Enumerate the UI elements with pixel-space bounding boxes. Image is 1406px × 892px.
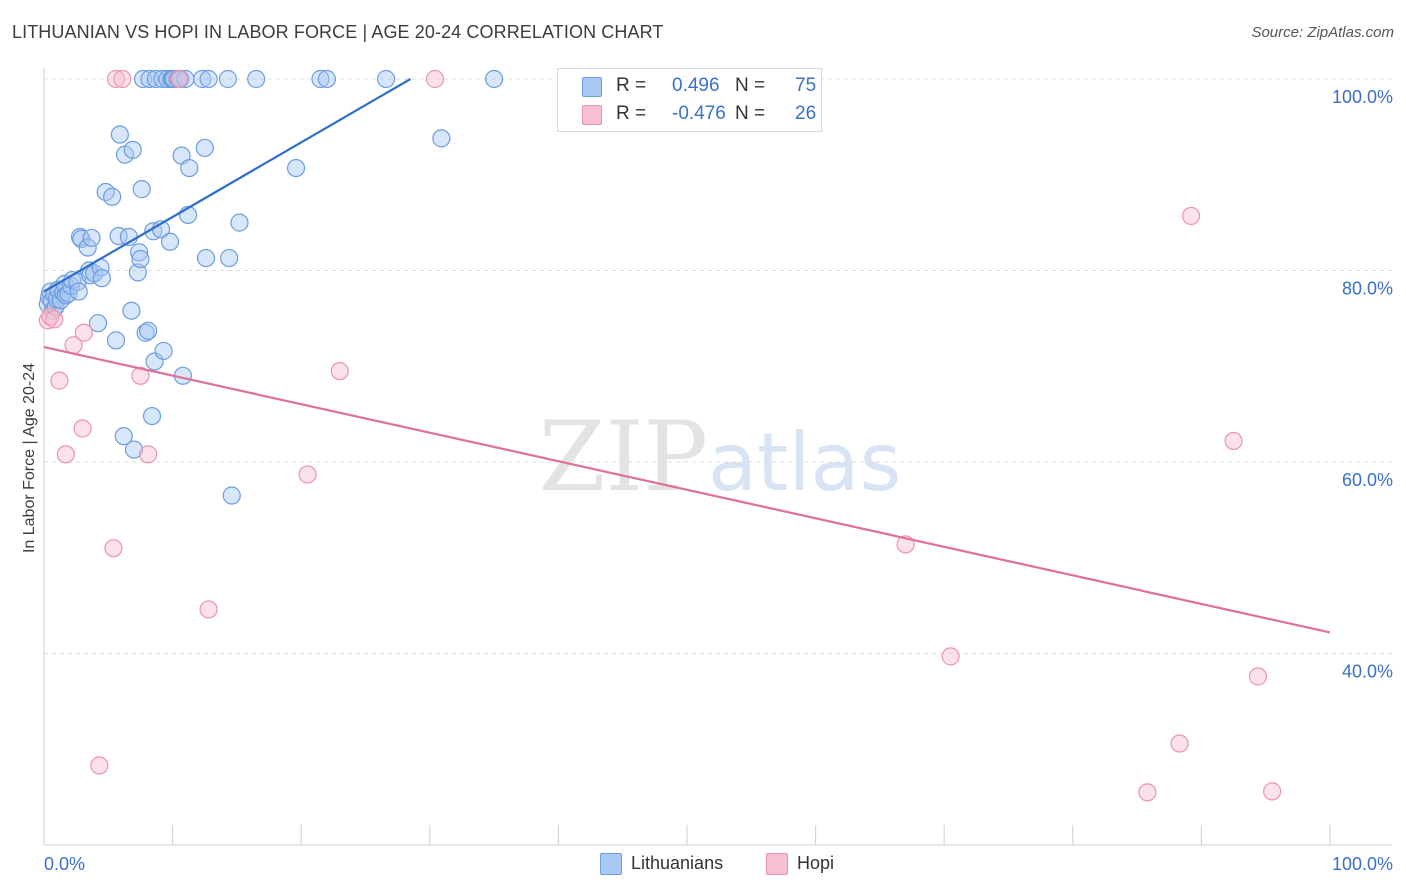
lithuanians-point (114, 427, 133, 446)
legend-label: Hopi (797, 853, 835, 873)
hopi-point (90, 756, 109, 775)
lithuanians-point (376, 69, 396, 89)
gridlines (44, 78, 1392, 654)
hopi-trend-line (43, 346, 1331, 634)
lithuanians-point (110, 125, 129, 144)
hopi-point (169, 69, 189, 89)
lithuanians-point (123, 140, 142, 159)
hopi-point (941, 647, 960, 666)
lithuanians-point (154, 341, 173, 361)
lithuanians-point (140, 69, 159, 89)
r-label: R = (616, 75, 647, 96)
lithuanians-point (128, 263, 147, 282)
y-tick-label: 40.0% (1342, 662, 1393, 682)
chart-source: Source: ZipAtlas.com (1251, 24, 1394, 41)
lithuanians-point (222, 486, 241, 505)
y-tick-label: 80.0% (1342, 279, 1393, 299)
lithuanians-swatch (582, 77, 602, 97)
y-tick-label: 100.0% (1332, 87, 1393, 107)
axes (43, 68, 1392, 846)
lithuanians-point (124, 440, 144, 459)
lithuanians-point (139, 321, 158, 340)
lithuanians-point (88, 314, 108, 333)
lithuanians-point (432, 129, 451, 148)
hopi-point (330, 361, 349, 381)
lithuanians-legend-swatch (600, 853, 622, 875)
lithuanians-point (247, 69, 266, 89)
lithuanians-point (106, 331, 126, 350)
hopi-point (1182, 206, 1201, 226)
lithuanians-point (103, 187, 122, 206)
lithuanians-trend-line (43, 78, 412, 293)
hopi-legend-swatch (766, 853, 788, 875)
lithuanians-point (78, 238, 97, 257)
lithuanians-point (133, 69, 153, 89)
hopi-point (298, 465, 317, 484)
lithuanians-point (230, 213, 249, 232)
lithuanians-point (130, 243, 149, 262)
lithuanians-point (317, 69, 337, 89)
lithuanians-point (195, 138, 214, 158)
hopi-point (104, 539, 123, 558)
hopi-point (425, 69, 445, 89)
lithuanians-point (199, 69, 218, 89)
n-label: N = (735, 103, 766, 124)
lithuanians-point (311, 69, 330, 89)
series-hopi-points (38, 69, 1282, 802)
lithuanians-point (132, 180, 151, 199)
stats-legend-box: R = 0.496 N = 75 R = -0.476 N = 26 (557, 68, 822, 132)
lithuanians-point (180, 158, 199, 178)
trend-lines (43, 78, 1331, 634)
lithuanians-point (160, 232, 180, 251)
legend-label: Lithuanians (631, 853, 724, 873)
n-value: 26 (795, 103, 817, 124)
lithuanians-point (142, 406, 162, 426)
lithuanians-point (485, 69, 504, 89)
hopi-point (139, 445, 158, 464)
series-lithuanians-points (38, 69, 504, 505)
hopi-point (1263, 782, 1282, 801)
lithuanians-point (196, 248, 216, 268)
hopi-point (73, 419, 92, 438)
hopi-point (113, 69, 132, 89)
x-tick-label: 0.0% (44, 854, 85, 874)
x-tick-label: 100.0% (1332, 854, 1393, 874)
lithuanians-point (193, 69, 212, 89)
lithuanians-point (145, 352, 164, 371)
hopi-point (56, 445, 75, 464)
hopi-swatch (582, 105, 602, 125)
hopi-point (1248, 667, 1268, 686)
hopi-point (131, 366, 150, 385)
lithuanians-point (220, 248, 239, 268)
watermark-zip: ZIP (539, 401, 708, 513)
hopi-point (199, 600, 218, 619)
chart-title: LITHUANIAN VS HOPI IN LABOR FORCE | AGE … (12, 22, 664, 42)
tick-labels: 40.0% 60.0% 80.0% 100.0% 0.0% 100.0% (44, 87, 1393, 874)
lithuanians-point (136, 323, 155, 342)
hopi-point (1224, 431, 1243, 451)
hopi-point (1138, 783, 1157, 802)
lithuanians-point (92, 269, 111, 288)
hopi-point (74, 323, 93, 342)
r-value: 0.496 (672, 75, 720, 96)
lithuanians-point (286, 158, 306, 178)
hopi-point (1170, 734, 1189, 753)
r-label: R = (616, 103, 647, 124)
lithuanians-point (131, 249, 150, 269)
lithuanians-point (218, 69, 237, 89)
lithuanians-point (69, 282, 88, 301)
hopi-point (50, 371, 69, 390)
lithuanians-point (82, 228, 101, 248)
hopi-point (106, 69, 126, 89)
n-label: N = (735, 75, 766, 96)
r-value: -0.476 (672, 103, 726, 124)
hopi-point (45, 310, 64, 329)
lithuanians-point (122, 301, 141, 320)
y-tick-label: 60.0% (1342, 470, 1393, 490)
n-value: 75 (795, 75, 817, 96)
